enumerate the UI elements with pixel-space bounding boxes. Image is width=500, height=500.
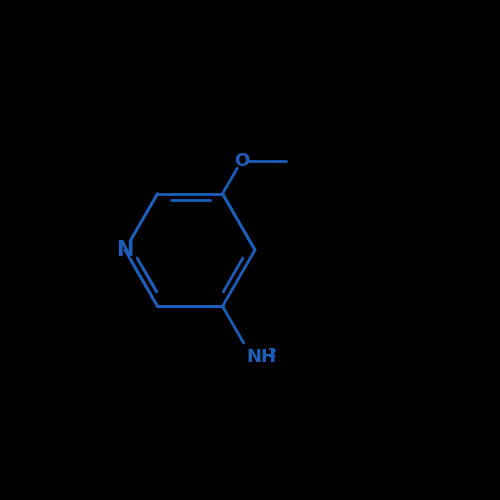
Text: NH: NH [246, 348, 276, 366]
Text: N: N [116, 240, 134, 260]
Text: 2: 2 [268, 346, 276, 360]
Text: O: O [234, 152, 249, 170]
